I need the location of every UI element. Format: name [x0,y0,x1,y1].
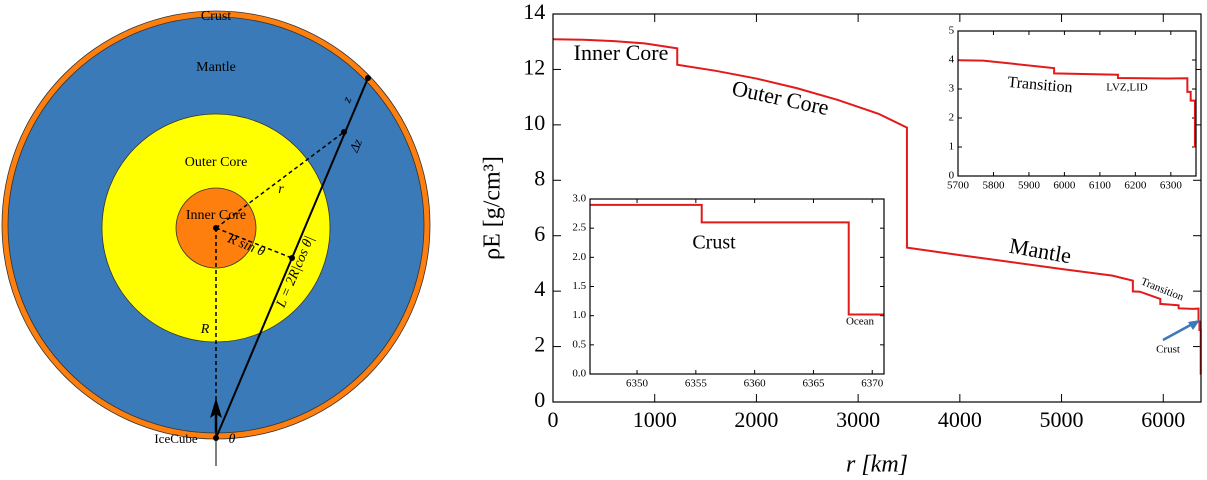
plot-frame [957,30,1197,177]
annotation: Crust [1156,344,1180,356]
arrow-head [210,398,222,418]
label: Outer Core [185,155,248,170]
y-axis-label: ρE [g/cm³] [480,156,506,260]
label: Δz [346,137,365,155]
earth-diagram: Crust Mantle Outer Core Inner Core IceCu… [1,9,431,466]
annotation: Crust [692,232,736,254]
x-tick-label: 5000 [1040,407,1084,432]
density-line [590,203,884,316]
label: Crust [201,9,231,24]
y-tick-label: 12 [523,54,545,79]
y-tick-label: 0 [949,170,955,182]
y-tick-label: 4 [949,54,955,66]
label: R [200,322,210,337]
icecube-dot [213,435,219,441]
x-tick-label: 5800 [982,179,1005,191]
plot-frame [552,13,1202,403]
x-tick-label: 6200 [1124,179,1147,191]
x-tick-label: 3000 [836,407,880,432]
y-tick-label: 2.5 [572,222,586,234]
y-tick-label: 6 [534,221,545,246]
top-dot [365,75,371,81]
x-tick-label: 6365 [802,377,825,389]
foot-dot [289,255,295,261]
x-tick-label: 6370 [861,377,884,389]
x-tick-label: 6000 [1141,407,1185,432]
x-tick-label: 1000 [633,407,677,432]
x-tick-label: 6350 [626,377,649,389]
y-tick-label: 2 [534,332,545,357]
label: θ [229,432,236,447]
y-tick-label: 10 [523,110,545,135]
density-line [958,59,1196,148]
x-tick-label: 6100 [1089,179,1112,191]
label: IceCube [154,431,198,446]
label: z [338,94,354,105]
y-tick-label: 3 [949,83,955,95]
label: Mantle [196,60,236,75]
x-tick-label: 6355 [685,377,708,389]
x-tick-label: 6300 [1160,179,1183,191]
r-line [215,131,345,229]
plot-area [958,31,1196,176]
crust-arrow-head [1188,320,1200,330]
y-tick-label: 2.0 [572,251,586,263]
y-tick-label: 1.5 [572,280,586,292]
annotation: Transition [1007,74,1073,97]
y-tick-label: 1 [949,141,955,153]
annotation: Inner Core [574,40,669,65]
x-tick-label: 6360 [744,377,767,389]
center-dot [213,225,219,231]
y-tick-label: 0 [534,387,545,412]
y-tick-label: 0.5 [572,338,586,350]
annotation: Ocean [846,316,875,328]
y-tick-label: 3.0 [572,193,586,205]
annotation: LVZ,LID [1106,82,1148,94]
x-tick-label: 5900 [1018,179,1041,191]
y-tick-label: 4 [534,276,545,301]
y-tick-label: 5 [949,25,955,37]
dz-dot [341,129,347,135]
x-tick-label: 4000 [938,407,982,432]
plot-area [590,199,884,374]
label: Inner Core [186,208,246,223]
label: r [278,182,284,197]
x-tick-label: 5700 [947,179,970,191]
x-tick-label: 6000 [1053,179,1076,191]
density-line [552,38,1202,375]
x-tick-label: 0 [548,407,559,432]
x-tick-label: 2000 [734,407,778,432]
y-tick-label: 2 [949,112,955,124]
y-tick-label: 8 [534,165,545,190]
y-tick-label: 0.0 [572,368,586,380]
y-tick-label: 14 [523,0,545,24]
y-tick-label: 1.0 [572,309,586,321]
x-axis-label: r [km] [846,452,908,478]
plot-frame [589,198,885,375]
